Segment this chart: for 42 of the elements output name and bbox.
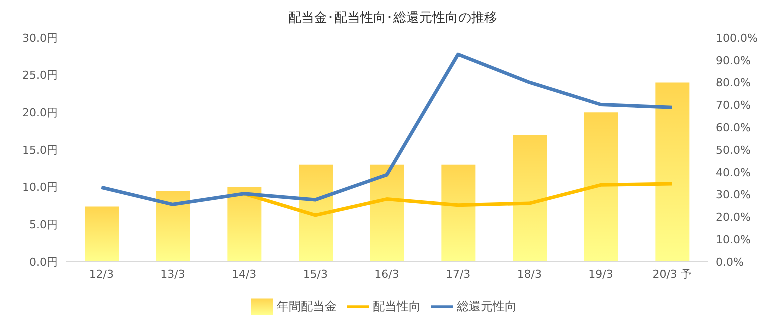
line-series — [100, 52, 674, 206]
y-tick-label: 30.0円 — [22, 32, 58, 45]
bar — [584, 112, 618, 262]
y-tick-label: 20.0円 — [22, 106, 58, 120]
y-tick-label: 0.0円 — [30, 256, 58, 269]
y2-tick-label: 90.0% — [716, 54, 751, 68]
legend-label: 総還元性向 — [457, 299, 517, 314]
y2-tick-label: 80.0% — [716, 76, 751, 90]
y2-tick-label: 30.0% — [716, 188, 751, 202]
x-tick-label: 20/3 予 — [652, 268, 692, 281]
legend-label: 配当性向 — [373, 299, 421, 314]
chart-title: 配当金･配当性向･総還元性向の推移 — [288, 10, 498, 28]
bar — [299, 164, 333, 262]
y2-tick-label: 20.0% — [716, 211, 751, 224]
x-tick-label: 15/3 — [303, 268, 328, 281]
y-tick-label: 25.0円 — [22, 69, 58, 82]
bar — [370, 164, 404, 262]
x-tick-label: 13/3 — [160, 268, 186, 281]
bar — [513, 135, 547, 262]
y2-tick-label: 10.0% — [716, 234, 751, 247]
y2-tick-label: 50.0% — [716, 144, 751, 157]
bar — [85, 206, 119, 262]
legend-label: 年間配当金 — [277, 299, 337, 314]
x-tick-label: 14/3 — [232, 268, 257, 281]
x-tick-label: 12/3 — [89, 268, 114, 281]
x-tick-label: 17/3 — [446, 268, 471, 281]
y2-tick-label: 60.0% — [716, 122, 751, 135]
y-tick-label: 5.0円 — [30, 218, 58, 232]
y2-tick-label: 0.0% — [716, 256, 744, 269]
line-series — [242, 182, 674, 218]
x-tick-label: 19/3 — [588, 268, 614, 281]
bar — [656, 82, 690, 262]
x-tick-label: 16/3 — [374, 268, 400, 281]
bar — [228, 187, 262, 262]
y2-tick-label: 70.0% — [716, 99, 751, 112]
y2-tick-label: 100.0% — [716, 32, 758, 45]
y-tick-label: 10.0円 — [22, 181, 58, 194]
x-tick-label: 18/3 — [517, 268, 542, 281]
y2-tick-label: 40.0% — [716, 166, 751, 180]
bar — [156, 191, 190, 262]
bar — [442, 164, 476, 262]
y-tick-label: 15.0円 — [22, 144, 58, 157]
